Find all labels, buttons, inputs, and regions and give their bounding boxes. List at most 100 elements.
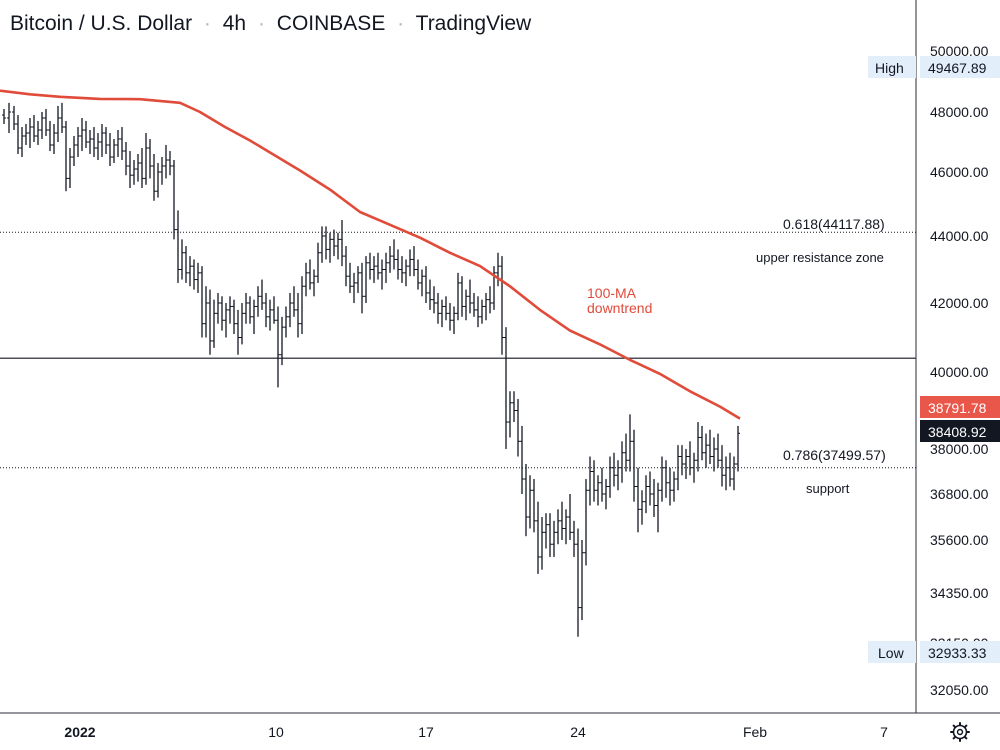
ohlc-bar	[48, 121, 52, 151]
high-badge-value: 49467.89	[928, 60, 987, 76]
ohlc-bar	[112, 139, 116, 163]
ohlc-bar	[328, 232, 332, 263]
ohlc-bar	[676, 445, 680, 491]
ohlc-bar	[368, 252, 372, 280]
ohlc-bar	[688, 441, 692, 476]
ohlc-bar	[736, 425, 740, 472]
ohlc-bar	[644, 475, 648, 514]
ohlc-bar	[256, 286, 260, 317]
ohlc-bar	[500, 256, 504, 355]
ohlc-bar	[60, 102, 64, 133]
price-tick-label: 36800.00	[930, 486, 989, 502]
ohlc-bar	[692, 452, 696, 483]
ohlc-bar	[192, 259, 196, 290]
ohlc-bar	[156, 163, 160, 198]
ohlc-bar	[612, 452, 616, 487]
ohlc-bar	[36, 121, 40, 145]
ohlc-bar	[104, 127, 108, 154]
gear-icon[interactable]	[950, 722, 970, 742]
ohlc-bar	[716, 433, 720, 468]
ohlc-bar	[640, 490, 644, 525]
ohlc-bar	[224, 303, 228, 338]
price-tick-label: 35600.00	[930, 532, 989, 548]
ohlc-bar	[372, 256, 376, 283]
ohlc-bar	[540, 517, 544, 570]
ohlc-bar	[144, 133, 148, 185]
ma-label-line2: downtrend	[587, 300, 652, 316]
ohlc-bar	[468, 279, 472, 314]
ohlc-bar	[712, 437, 716, 472]
price-axis[interactable]	[916, 0, 1000, 713]
ohlc-bar	[2, 108, 6, 124]
ohlc-bar	[672, 471, 676, 502]
ohlc-bar	[356, 266, 360, 293]
ohlc-bar	[464, 289, 468, 321]
ohlc-bar	[148, 139, 152, 179]
ohlc-bar	[596, 475, 600, 506]
ohlc-bar	[336, 232, 340, 260]
ohlc-bar	[216, 292, 220, 324]
ohlc-bar	[636, 467, 640, 533]
ohlc-bar	[12, 105, 16, 130]
title-dot: ·	[397, 12, 404, 35]
time-tick-label: 2022	[64, 724, 95, 740]
ohlc-bar	[568, 494, 572, 540]
price-tick-label: 34350.00	[930, 585, 989, 601]
ohlc-bar	[616, 460, 620, 491]
ohlc-bar	[128, 151, 132, 188]
ohlc-bar	[684, 449, 688, 479]
ohlc-bar	[160, 157, 164, 185]
ohlc-bar	[488, 286, 492, 314]
ohlc-bar	[108, 133, 112, 166]
ohlc-bar	[52, 124, 56, 154]
ohlc-bar	[532, 479, 536, 533]
ohlc-bar	[476, 296, 480, 328]
ohlc-bar	[440, 299, 444, 328]
ohlc-bar	[732, 456, 736, 491]
ohlc-bar	[472, 292, 476, 317]
last-price-badge: 38408.92	[920, 420, 1000, 442]
ohlc-bar	[92, 127, 96, 157]
ohlc-bar	[44, 108, 48, 136]
ohlc-bar	[604, 479, 608, 510]
ohlc-bar	[452, 306, 456, 335]
ohlc-bar	[696, 422, 700, 472]
ohlc-bar	[140, 148, 144, 188]
ma-100-line	[0, 89, 741, 420]
price-tick-label: 44000.00	[930, 228, 989, 244]
ohlc-bar	[600, 467, 604, 502]
ohlc-bar	[188, 256, 192, 287]
ohlc-bar	[516, 398, 520, 457]
price-tick-label: 32050.00	[930, 682, 989, 698]
ohlc-bar	[212, 299, 216, 348]
title-source: TradingView	[416, 12, 532, 35]
price-bars	[2, 102, 740, 637]
time-axis-ticks: 2022 10 17 24 Feb 7	[64, 724, 888, 740]
ohlc-bar	[376, 252, 380, 280]
ohlc-bar	[556, 509, 560, 545]
ohlc-bar	[420, 269, 424, 297]
ohlc-bar	[28, 118, 32, 148]
ohlc-bar	[652, 479, 656, 517]
time-tick-label: 17	[418, 724, 434, 740]
ohlc-bar	[628, 414, 632, 472]
plot-area[interactable]	[0, 0, 916, 713]
ohlc-bar	[632, 429, 636, 502]
ohlc-bar	[660, 456, 664, 502]
ohlc-bar	[180, 239, 184, 280]
ohlc-bar	[704, 433, 708, 468]
ohlc-bar	[176, 210, 180, 283]
ohlc-bar	[348, 262, 352, 293]
last-price-text: 38408.92	[928, 424, 987, 440]
ohlc-bar	[384, 252, 388, 283]
ohlc-bar	[252, 299, 256, 335]
ohlc-bar	[308, 259, 312, 290]
ohlc-bar	[520, 425, 524, 494]
ohlc-bar	[288, 292, 292, 328]
ohlc-bar	[528, 475, 532, 529]
ma-value-badge: 38791.78	[920, 396, 1000, 418]
upper-resistance-label: upper resistance zone	[756, 250, 884, 265]
ohlc-bar	[244, 292, 248, 324]
time-tick-label: 10	[268, 724, 284, 740]
